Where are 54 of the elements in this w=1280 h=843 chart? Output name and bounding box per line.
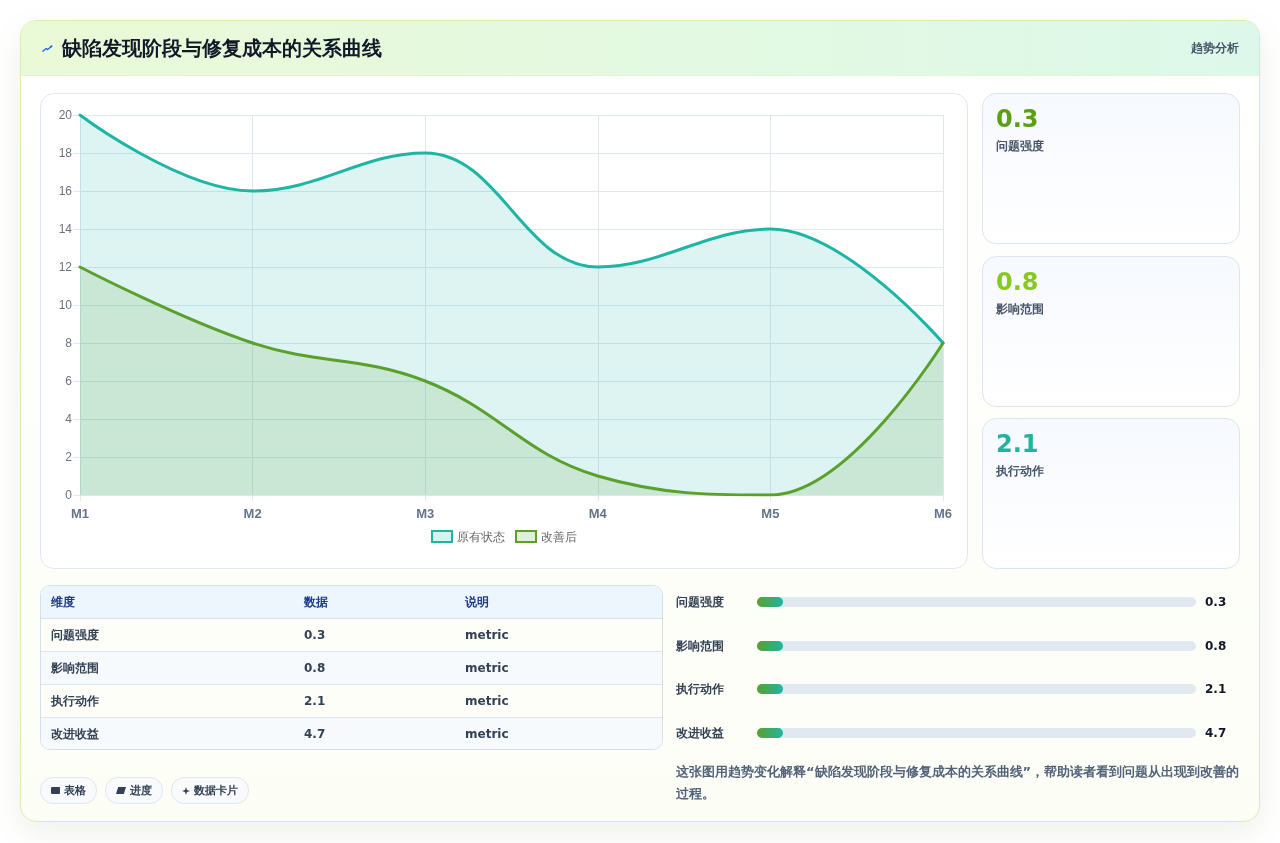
category-label: 影响范围 (676, 638, 724, 654)
text: 趋势分析 (1191, 40, 1239, 56)
y-tick-label: 14 (58, 222, 73, 236)
text: 数据卡片 (194, 783, 238, 798)
data-label: 0.8 (304, 660, 326, 676)
text: 进度 (130, 783, 152, 798)
category-label: 问题强度 (51, 627, 99, 643)
text: 表格 (64, 783, 86, 798)
data-label: 0.3 (1205, 594, 1227, 610)
data-label: 0.3 (304, 627, 326, 643)
x-tick-label: M3 (416, 506, 435, 521)
x-tick-label: M6 (933, 506, 953, 521)
category-label: 改进收益 (51, 726, 99, 742)
y-tick-label: 18 (58, 146, 73, 160)
data-label: 0.3 (996, 105, 1039, 133)
x-tick-label: M2 (243, 506, 262, 521)
data-label: 4.7 (304, 726, 326, 742)
text: 维度 (51, 594, 75, 610)
category-label: 改进收益 (676, 725, 724, 741)
y-tick-label: 12 (58, 260, 73, 274)
y-tick-label: 20 (58, 108, 73, 122)
category-label: 影响范围 (996, 302, 1044, 317)
y-tick-label: 10 (58, 298, 73, 312)
data-label: 0.8 (1205, 638, 1227, 654)
category-label: 问题强度 (996, 139, 1044, 154)
x-tick-label: M5 (761, 506, 780, 521)
text: metric (465, 660, 509, 676)
category-label: 执行动作 (51, 693, 99, 709)
y-tick-label: 4 (65, 412, 73, 426)
text: 缺陷发现阶段与修复成本的关系曲线 (62, 36, 382, 60)
y-tick-label: 16 (58, 184, 73, 198)
text: 数据 (304, 594, 328, 610)
data-label: 2.1 (304, 693, 326, 709)
data-label: 2.1 (1205, 681, 1227, 697)
category-label: 执行动作 (996, 464, 1044, 479)
x-tick-label: M4 (588, 506, 608, 521)
y-tick-label: 2 (65, 450, 73, 464)
legend-label: 原有状态 (457, 529, 505, 544)
y-tick-label: 0 (65, 488, 73, 502)
data-label: 4.7 (1205, 725, 1227, 741)
text: 这张图用趋势变化解释“缺陷发现阶段与修复成本的关系曲线”，帮助读者看到问题从出现到改善的过程。 (676, 763, 1241, 803)
data-label: 2.1 (996, 430, 1039, 458)
y-tick-label: 6 (65, 374, 73, 388)
data-label: 0.8 (996, 268, 1039, 296)
text: metric (465, 627, 509, 643)
y-tick-label: 8 (65, 336, 73, 350)
x-tick-label: M1 (70, 506, 90, 521)
category-label: 影响范围 (51, 660, 99, 676)
category-label: 执行动作 (676, 681, 724, 697)
legend-label: 改善后 (541, 529, 577, 544)
category-label: 问题强度 (676, 594, 724, 610)
text: metric (465, 693, 509, 709)
text: metric (465, 726, 509, 742)
text: 说明 (465, 594, 489, 610)
